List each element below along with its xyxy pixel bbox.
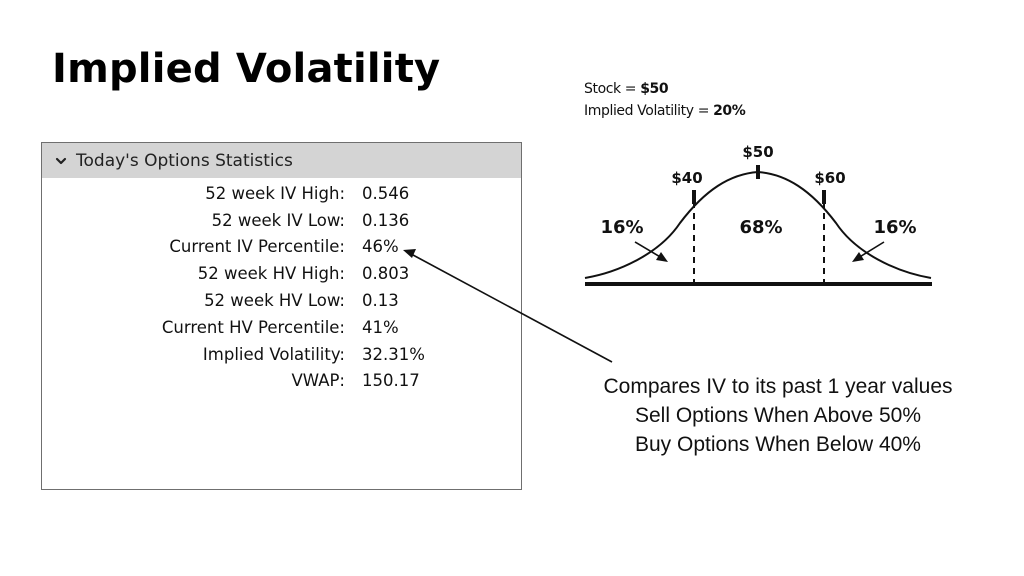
stat-label: 52 week IV High: bbox=[205, 183, 345, 203]
price-label-40: $40 bbox=[671, 169, 702, 187]
note-line-1: Compares IV to its past 1 year values bbox=[603, 375, 953, 398]
iv-value: 20% bbox=[713, 103, 746, 119]
arrow-right-shaft bbox=[857, 241, 885, 259]
note-line-3: Buy Options When Below 40% bbox=[635, 433, 921, 456]
stat-label: Implied Volatility: bbox=[202, 344, 345, 364]
stock-info: Stock = $50 Implied Volatility = 20% bbox=[584, 78, 746, 122]
stat-row-current-iv-percentile: Current IV Percentile: 46% bbox=[42, 234, 521, 261]
note-text: Compares IV to its past 1 year values Se… bbox=[560, 372, 996, 459]
price-label-60: $60 bbox=[814, 169, 845, 187]
iv-label: Implied Volatility = bbox=[584, 103, 714, 119]
stat-value: 0.136 bbox=[362, 210, 410, 230]
stat-label: Current HV Percentile: bbox=[161, 317, 345, 337]
stat-row-52wk-iv-high: 52 week IV High: 0.546 bbox=[42, 180, 521, 207]
panel-header[interactable]: Today's Options Statistics bbox=[42, 143, 521, 178]
stock-value: $50 bbox=[640, 81, 669, 97]
percent-right: 16% bbox=[873, 217, 916, 238]
percent-left: 16% bbox=[600, 217, 643, 238]
stat-value: 32.31% bbox=[362, 344, 425, 364]
stat-value: 150.17 bbox=[362, 371, 420, 391]
stat-value: 46% bbox=[362, 237, 399, 257]
slide-title: Implied Volatility bbox=[52, 46, 441, 92]
stat-row-52wk-iv-low: 52 week IV Low: 0.136 bbox=[42, 207, 521, 234]
stock-line: Stock = $50 bbox=[584, 78, 745, 100]
price-label-50: $50 bbox=[742, 143, 773, 161]
arrow-left-shaft bbox=[634, 241, 663, 259]
options-statistics-panel: Today's Options Statistics 52 week IV Hi… bbox=[41, 142, 522, 490]
arrow-left-head bbox=[656, 252, 668, 262]
stat-label: 52 week IV Low: bbox=[211, 210, 345, 230]
stat-value: 0.546 bbox=[362, 183, 410, 203]
stat-value: 0.13 bbox=[362, 291, 399, 311]
iv-line: Implied Volatility = 20% bbox=[584, 100, 746, 122]
stat-label: VWAP: bbox=[291, 371, 346, 391]
stat-label: 52 week HV Low: bbox=[204, 291, 345, 311]
stock-label: Stock = bbox=[584, 81, 641, 97]
stat-row-52wk-hv-high: 52 week HV High: 0.803 bbox=[42, 260, 521, 287]
stat-value: 0.803 bbox=[362, 264, 410, 284]
stat-label: Current IV Percentile: bbox=[169, 237, 345, 257]
stat-row-52wk-hv-low: 52 week HV Low: 0.13 bbox=[42, 287, 521, 314]
bell-curve-diagram: $40 $50 $60 16% 68% 16% bbox=[584, 143, 932, 286]
percent-middle: 68% bbox=[739, 217, 782, 238]
stat-row-current-hv-percentile: Current HV Percentile: 41% bbox=[42, 314, 521, 341]
arrow-right-head bbox=[852, 252, 864, 262]
panel-header-label: Today's Options Statistics bbox=[76, 150, 293, 171]
stats-list: 52 week IV High: 0.546 52 week IV Low: 0… bbox=[42, 178, 521, 394]
stat-value: 41% bbox=[362, 317, 399, 337]
stat-row-implied-volatility: Implied Volatility: 32.31% bbox=[42, 341, 521, 368]
stat-label: 52 week HV High: bbox=[197, 264, 345, 284]
stat-row-vwap: VWAP: 150.17 bbox=[42, 368, 521, 395]
note-line-2: Sell Options When Above 50% bbox=[634, 404, 921, 427]
chevron-down-icon bbox=[55, 157, 67, 164]
